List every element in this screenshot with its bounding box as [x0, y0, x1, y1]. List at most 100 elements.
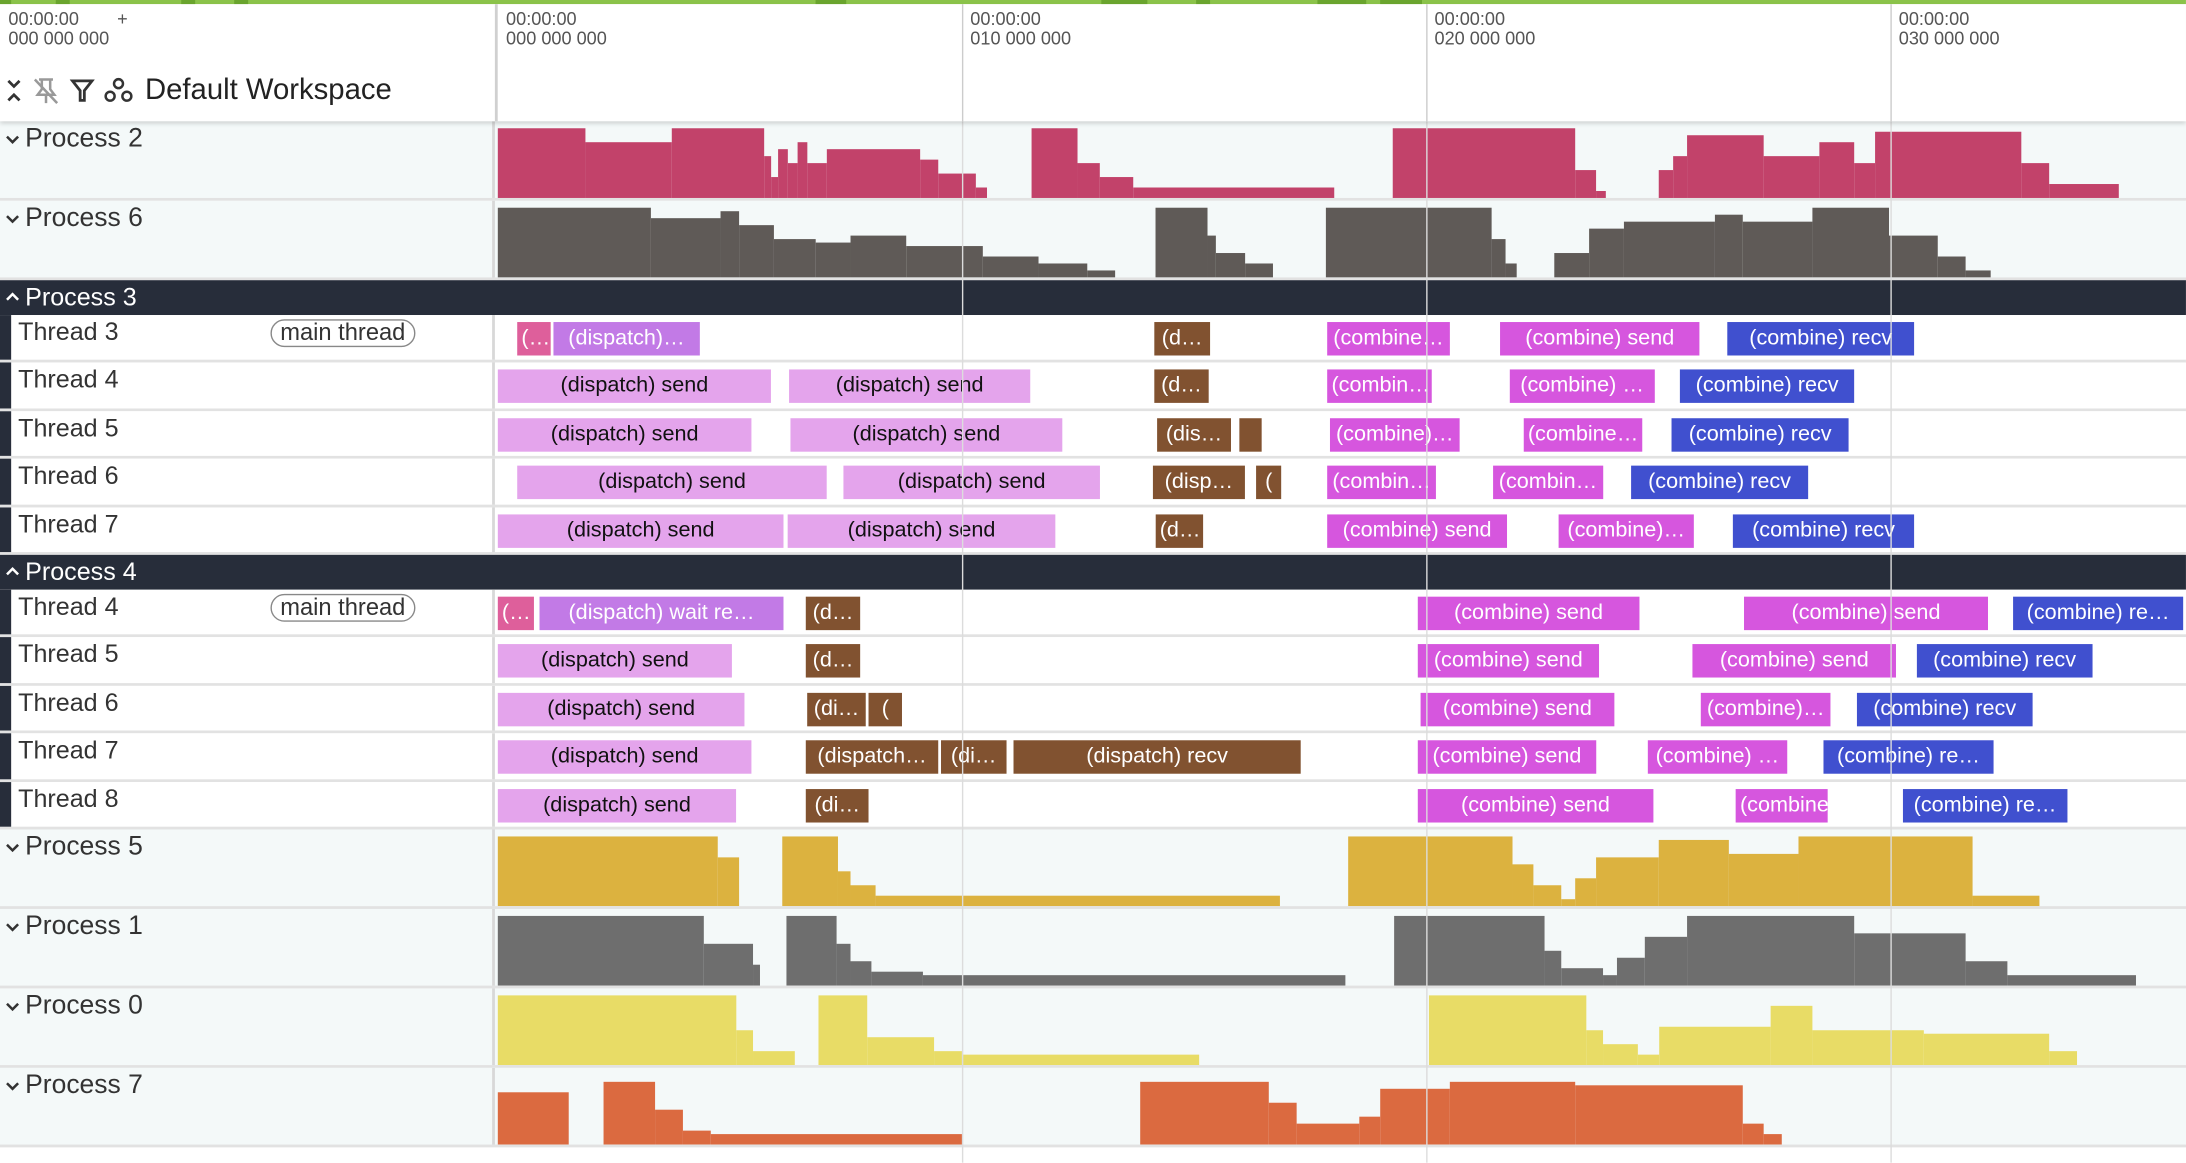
thread-track-header[interactable]: Thread 6	[11, 685, 495, 731]
chevron-up-icon[interactable]	[6, 291, 20, 302]
chevron-up-icon[interactable]	[6, 566, 20, 577]
slice[interactable]: (combine…	[1327, 322, 1450, 356]
thread-track[interactable]: Thread 7 (dispatch) send (dispatch) send (d…	[0, 506, 2186, 555]
process-group-header[interactable]: Process 3	[0, 280, 2186, 316]
thread-track-header[interactable]: Thread 7	[11, 733, 495, 779]
slice[interactable]: (dispatch) send	[497, 692, 745, 727]
slice[interactable]: (d…	[805, 596, 861, 631]
process-track[interactable]: Process 7	[0, 1067, 2186, 1148]
thread-track-header[interactable]: Thread 7	[11, 506, 495, 553]
slice[interactable]: (combin…	[1327, 369, 1432, 404]
slice[interactable]: (dispatch) send	[790, 417, 1063, 452]
slice[interactable]: (combin…	[1327, 465, 1436, 500]
thread-track[interactable]: Thread 3 main thread (… (dispatch)… (d… (comb…	[0, 315, 2186, 364]
slice[interactable]: (	[868, 692, 903, 727]
process-track[interactable]: Process 0	[0, 988, 2186, 1068]
slice[interactable]: (d…	[1155, 513, 1204, 548]
process-track-header[interactable]: Process 5	[0, 829, 495, 907]
slice[interactable]: (di…	[941, 740, 1007, 774]
thread-track[interactable]: Thread 6 (dispatch) send (di…( (combine) se…	[0, 685, 2186, 734]
thread-track-header[interactable]: Thread 6	[11, 458, 495, 505]
collapse-all-icon[interactable]	[6, 77, 23, 105]
overview-minimap[interactable]	[0, 0, 2186, 5]
slice[interactable]: (dispatch) wait re…	[539, 596, 784, 631]
slice[interactable]: (disp…	[1152, 465, 1246, 500]
thread-track-header[interactable]: Thread 3 main thread	[11, 315, 495, 361]
slice[interactable]: (combine) recv	[1733, 513, 1915, 548]
slice[interactable]: (combine) send	[1327, 513, 1507, 548]
process-track-header[interactable]: Process 7	[0, 1067, 495, 1145]
process-group-label[interactable]: Process 3	[0, 280, 495, 315]
slice[interactable]: (combine) recv	[1671, 417, 1849, 452]
chevron-down-icon[interactable]	[6, 134, 20, 145]
slice[interactable]: (dispatch) send	[497, 513, 784, 548]
slice[interactable]: (combine) send	[1417, 788, 1654, 822]
slice[interactable]: (d…	[1154, 322, 1211, 356]
chevron-down-icon[interactable]	[6, 842, 20, 853]
slice[interactable]: (dispatch) send	[497, 644, 733, 679]
slice[interactable]: (dispatch) send	[517, 465, 827, 500]
slice[interactable]: (combine) send	[1499, 322, 1700, 356]
slice[interactable]: (combine) send	[1417, 740, 1597, 774]
slice[interactable]: (combin…	[1492, 465, 1603, 500]
slice[interactable]: (combine) re…	[1902, 788, 2068, 822]
slice[interactable]: (…	[497, 596, 534, 631]
chevron-down-icon[interactable]	[6, 1080, 20, 1091]
slice[interactable]: (combine) recv	[1727, 322, 1915, 356]
slice[interactable]: (dispatch…	[805, 740, 939, 774]
slice[interactable]: (dispatch) send	[787, 513, 1056, 548]
process-group-header[interactable]: Process 4	[0, 554, 2186, 590]
slice[interactable]: (combine) …	[1509, 369, 1655, 404]
process-group-label[interactable]: Process 4	[0, 555, 495, 590]
slice[interactable]: (	[1256, 465, 1282, 500]
workspace-selector[interactable]: Default Workspace	[144, 73, 392, 106]
slice[interactable]: (dispatch) send	[843, 465, 1100, 500]
process-track-header[interactable]: Process 2	[0, 121, 495, 198]
slice[interactable]: (combine) send	[1417, 644, 1599, 679]
thread-track-header[interactable]: Thread 4	[11, 363, 495, 409]
thread-track[interactable]: Thread 5 (dispatch) send (dispatch) send (d…	[0, 410, 2186, 459]
slice[interactable]: (combine) recv	[1916, 644, 2093, 679]
slice[interactable]: (di…	[807, 692, 866, 727]
slice[interactable]: (dis…	[1156, 417, 1232, 452]
slice[interactable]: (dispatch) send	[497, 417, 752, 452]
chevron-down-icon[interactable]	[6, 922, 20, 933]
thread-track[interactable]: Thread 6 (dispatch) send (dispatch) send (d…	[0, 458, 2186, 507]
thread-track[interactable]: Thread 4 main thread (… (dispatch) wait re……	[0, 589, 2186, 638]
slice[interactable]: (combine) recv	[1630, 465, 1809, 500]
thread-track-header[interactable]: Thread 8	[11, 781, 495, 827]
slice[interactable]: (dispatch) recv	[1013, 740, 1301, 774]
process-track-header[interactable]: Process 0	[0, 988, 495, 1066]
slice[interactable]	[1239, 417, 1262, 452]
thread-track[interactable]: Thread 4 (dispatch) send (dispatch) send (d…	[0, 363, 2186, 411]
filter-icon[interactable]	[69, 77, 95, 105]
workspace-icon[interactable]	[103, 77, 134, 105]
process-track-header[interactable]: Process 1	[0, 908, 495, 986]
slice[interactable]: (combine) send	[1420, 692, 1615, 727]
process-track[interactable]: Process 1	[0, 908, 2186, 989]
chevron-down-icon[interactable]	[6, 213, 20, 224]
thread-track-header[interactable]: Thread 4 main thread	[11, 589, 495, 635]
slice[interactable]: (combine) send	[1744, 596, 1988, 631]
process-track-header[interactable]: Process 6	[0, 200, 495, 278]
slice[interactable]: (combine)…	[1700, 692, 1831, 727]
thread-track-header[interactable]: Thread 5	[11, 637, 495, 683]
process-track[interactable]: Process 6	[0, 200, 2186, 281]
slice[interactable]: (di…	[805, 788, 869, 822]
chevron-down-icon[interactable]	[6, 1001, 20, 1012]
slice[interactable]: (d…	[1154, 369, 1209, 404]
slice[interactable]: (dispatch) send	[497, 740, 752, 774]
thread-track[interactable]: Thread 8 (dispatch) send (di… (combine) sen…	[0, 781, 2186, 830]
thread-track[interactable]: Thread 7 (dispatch) send (dispatch… (di… (di…	[0, 733, 2186, 782]
slice[interactable]: (combine…	[1523, 417, 1643, 452]
slice[interactable]: (dispatch) send	[497, 788, 737, 822]
slice[interactable]: (combine) recv	[1856, 692, 2033, 727]
slice[interactable]: (dispatch) send	[497, 369, 772, 404]
slice[interactable]: (combine)…	[1735, 788, 1828, 822]
slice[interactable]: (dispatch)…	[553, 322, 700, 356]
slice[interactable]: (combine) re…	[1823, 740, 1994, 774]
slice[interactable]: (combine) re…	[2012, 596, 2184, 631]
slice[interactable]: (combine) …	[1647, 740, 1788, 774]
process-track[interactable]: Process 2	[0, 121, 2186, 201]
slice[interactable]: (combine)…	[1330, 417, 1460, 452]
